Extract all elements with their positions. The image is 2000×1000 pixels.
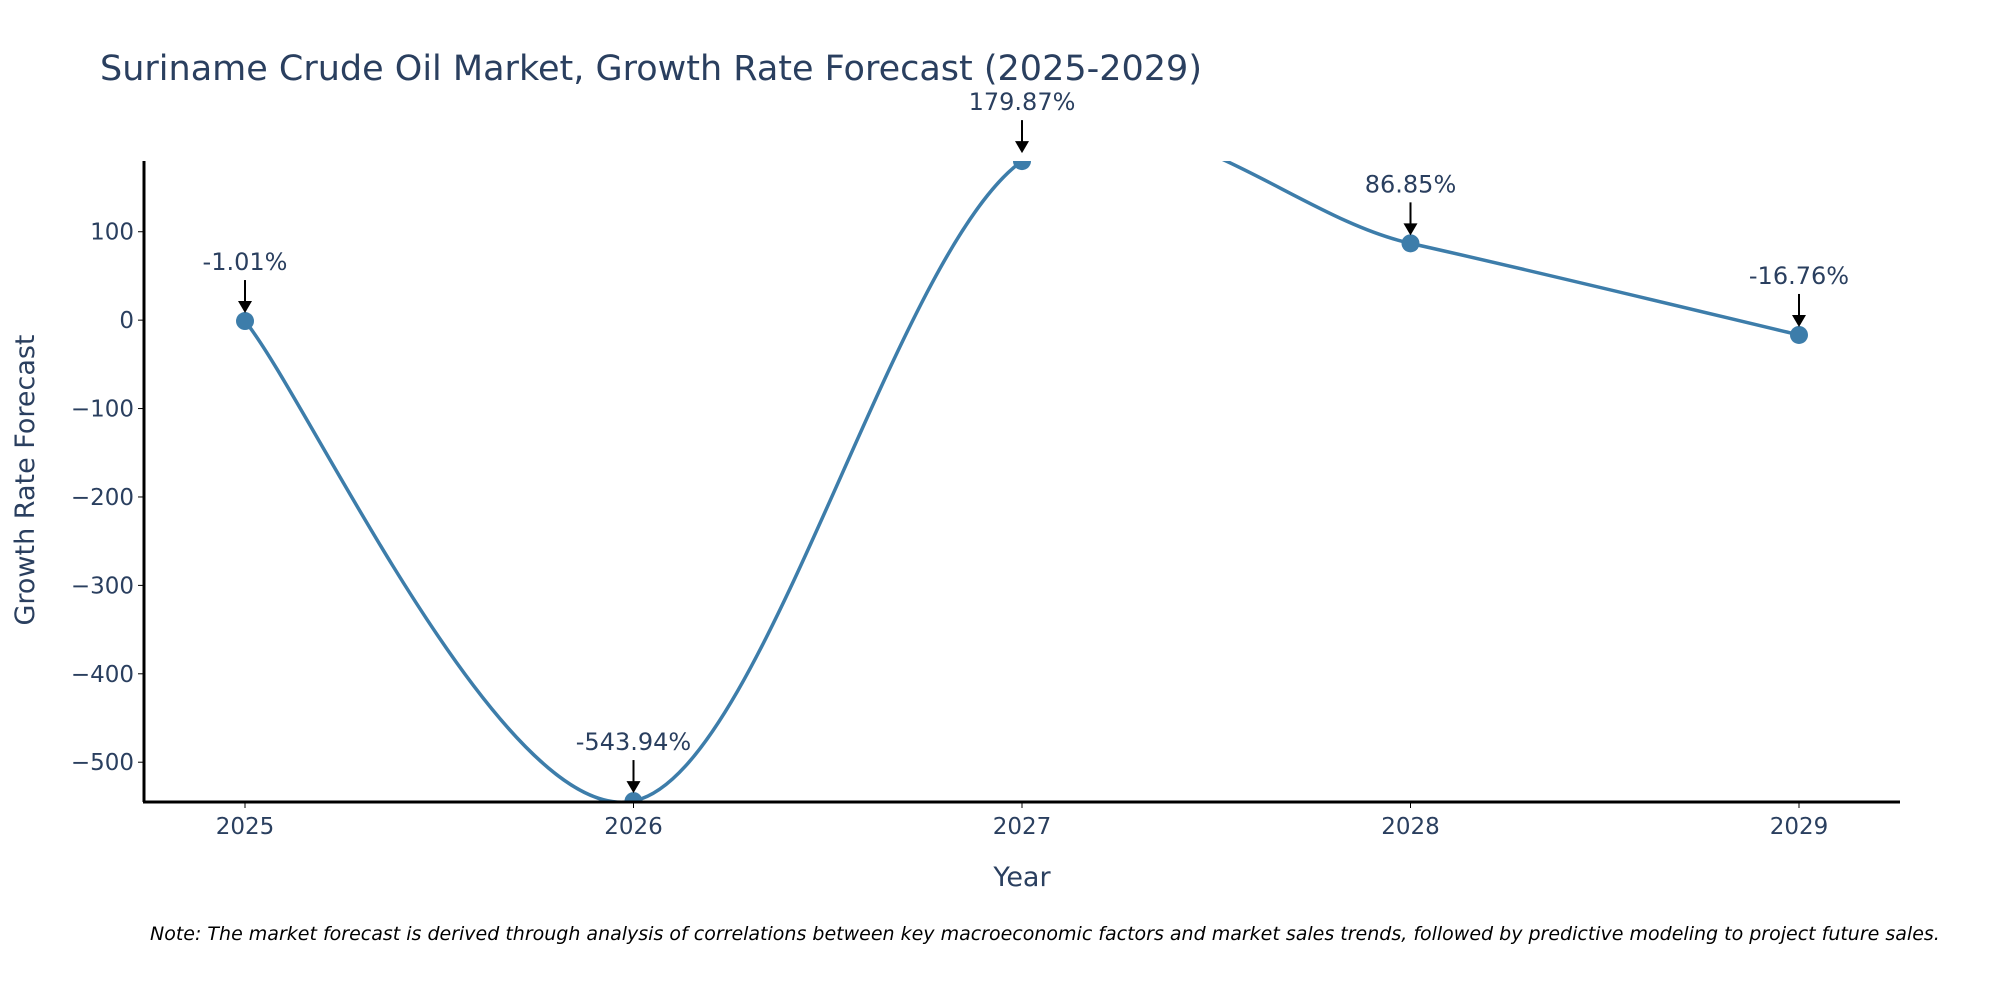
x-axis-title: Year (992, 862, 1051, 893)
data-point (1789, 325, 1808, 344)
footnote: Note: The market forecast is derived thr… (150, 923, 1940, 945)
y-axis-title: Growth Rate Forecast (10, 334, 41, 625)
data-label: 86.85% (1365, 170, 1457, 198)
y-tick-label: −500 (71, 750, 134, 776)
series-line (243, 161, 1800, 803)
data-label: 179.87% (969, 88, 1076, 116)
data-point (236, 312, 255, 331)
data-point (1401, 234, 1420, 253)
data-markers (236, 161, 1808, 803)
y-tick-label: −400 (71, 662, 134, 688)
annotation-arrow-head (238, 301, 253, 314)
y-axis-ticks: 100 0 −100 −200 −300 −400 −500 (71, 220, 144, 776)
data-point (1013, 161, 1031, 171)
data-label: -16.76% (1749, 262, 1849, 290)
annotation-arrow-head (1015, 141, 1029, 154)
x-tick-label: 2027 (993, 814, 1052, 840)
annotation-arrow-head (1403, 223, 1418, 236)
annotation-arrow-head (626, 781, 641, 794)
data-annotations: -1.01% -543.94% 179.87% 86.85% -16.76% (203, 88, 1849, 794)
y-tick-label: −300 (71, 573, 134, 599)
x-tick-label: 2026 (604, 814, 663, 840)
x-axis-ticks: 2025 2026 2027 2028 2029 (216, 802, 1829, 840)
x-tick-label: 2029 (1770, 814, 1829, 840)
data-label: -1.01% (203, 248, 288, 276)
chart-title: Suriname Crude Oil Market, Growth Rate F… (100, 49, 1202, 89)
y-tick-label: −100 (71, 397, 134, 423)
y-tick-label: 0 (119, 308, 134, 334)
x-tick-label: 2028 (1381, 814, 1440, 840)
data-point (624, 792, 643, 803)
x-tick-label: 2025 (216, 814, 275, 840)
data-label: -543.94% (576, 728, 691, 756)
y-tick-label: −200 (71, 485, 134, 511)
y-tick-label: 100 (90, 220, 134, 246)
annotation-arrow-head (1791, 314, 1806, 327)
